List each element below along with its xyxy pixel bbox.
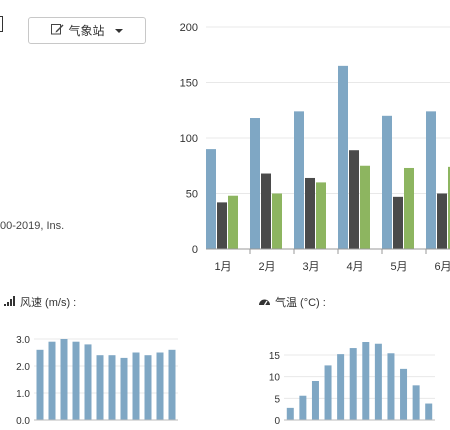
bar [36, 349, 44, 420]
partial-control[interactable] [0, 16, 3, 32]
copyright-text: 00-2019, Ins. [0, 220, 65, 232]
bar [400, 368, 408, 420]
caret-down-icon [114, 28, 123, 33]
bar-series-2 [349, 150, 359, 249]
station-dropdown-button[interactable]: 气象站 [28, 17, 146, 44]
y-tick-label: 0 [274, 416, 280, 427]
gauge-icon [258, 296, 271, 309]
y-tick-label: 15 [269, 351, 281, 362]
bar [337, 354, 345, 420]
bar [156, 352, 164, 420]
x-tick-label: 4月 [346, 261, 363, 273]
bar [144, 355, 152, 420]
bar [96, 355, 104, 420]
bar [72, 341, 80, 420]
y-tick-label: 0 [192, 244, 198, 256]
wind-section-label: 风速 (m/s) : [20, 297, 77, 309]
bar-series-1 [294, 111, 304, 249]
x-tick-label: 1月 [214, 261, 231, 273]
x-tick-label: 6月 [434, 261, 450, 273]
bar [425, 403, 433, 420]
bar-series-3 [360, 165, 370, 249]
temp-section-header: 气温 (°C) : [258, 294, 326, 310]
bar-series-3 [316, 182, 326, 249]
bar-series-1 [250, 118, 260, 250]
bar [387, 353, 395, 420]
bar-series-2 [393, 196, 403, 249]
bar [120, 357, 128, 420]
y-tick-label: 2.0 [16, 362, 30, 373]
bar [84, 344, 92, 420]
bar [374, 343, 382, 420]
bar [48, 341, 56, 420]
bar-series-3 [228, 195, 238, 249]
bar [299, 395, 307, 420]
bar-series-1 [338, 65, 348, 249]
x-tick-label: 2月 [258, 261, 275, 273]
y-tick-label: 200 [180, 22, 198, 34]
bar-series-1 [382, 115, 392, 249]
bar [60, 339, 68, 420]
station-label: 气象站 [68, 24, 105, 38]
y-tick-label: 50 [186, 189, 198, 201]
bar-series-1 [426, 111, 436, 249]
bar-series-3 [448, 166, 450, 249]
bar [362, 342, 370, 420]
bar-series-2 [437, 193, 447, 249]
x-tick-label: 5月 [390, 261, 407, 273]
bar-series-1 [206, 149, 216, 249]
bar-series-3 [272, 193, 282, 249]
y-tick-label: 3.0 [16, 335, 30, 346]
bar-series-2 [217, 202, 227, 249]
y-tick-label: 150 [180, 78, 198, 90]
bar [286, 407, 294, 420]
y-tick-label: 5 [274, 394, 280, 405]
bar [412, 385, 420, 420]
wind-section-header: 风速 (m/s) : [4, 294, 76, 310]
signal-bars-icon [4, 295, 16, 309]
x-tick-label: 3月 [302, 261, 319, 273]
y-tick-label: 1.0 [16, 389, 30, 400]
y-tick-label: 10 [269, 373, 281, 384]
y-tick-label: 0.0 [16, 416, 30, 427]
bar-series-2 [261, 173, 271, 249]
bar [132, 352, 140, 420]
bar-series-2 [305, 177, 315, 249]
bar [168, 349, 176, 420]
edit-icon [51, 23, 64, 38]
bar [108, 355, 116, 420]
bar-series-3 [404, 167, 414, 249]
bar [349, 348, 357, 420]
bar [311, 381, 319, 420]
y-tick-label: 100 [180, 133, 198, 145]
temp-section-label: 气温 (°C) : [275, 297, 326, 309]
bar [324, 365, 332, 420]
